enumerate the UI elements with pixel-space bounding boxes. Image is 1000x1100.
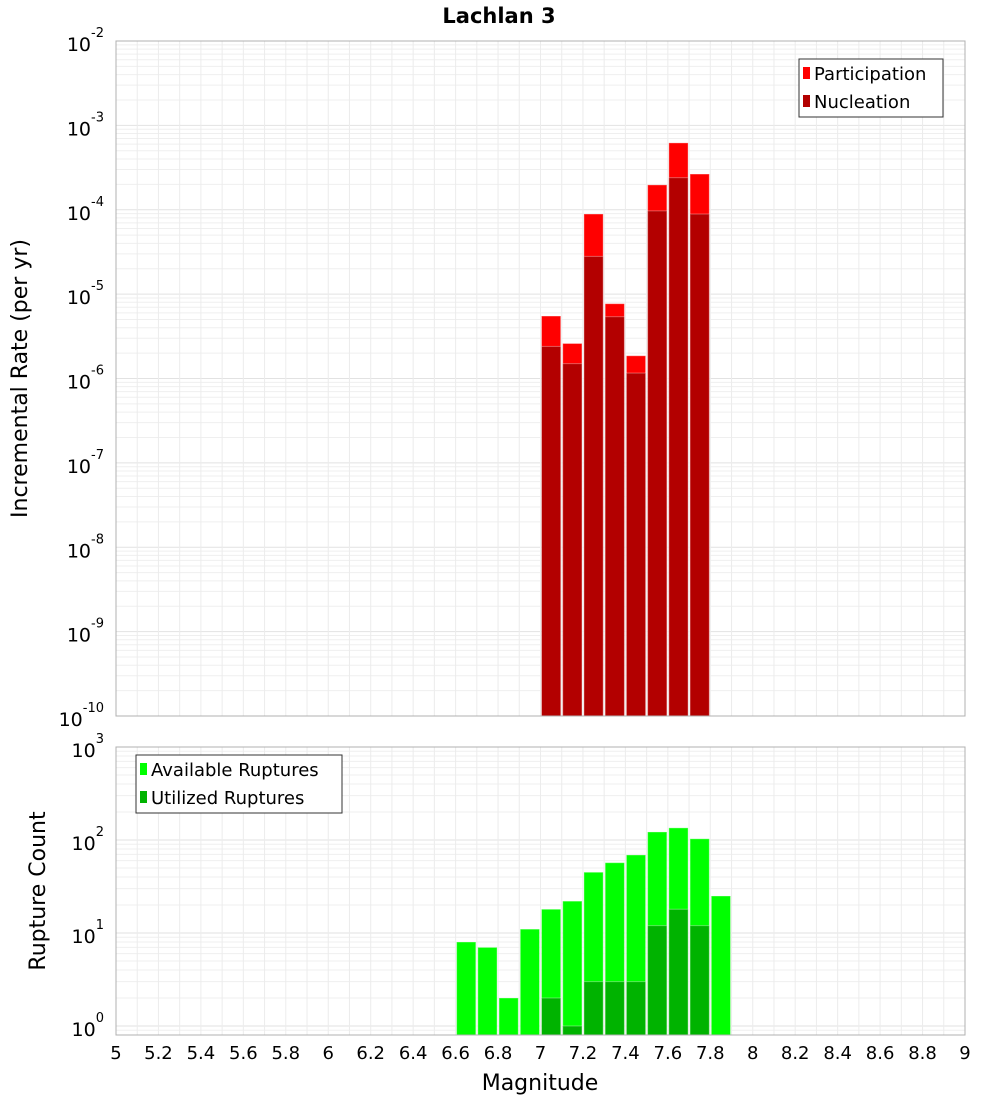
legend-label: Utilized Ruptures [151,788,304,809]
x-tick-label: 7.2 [569,1043,598,1064]
legend-swatch [140,791,147,803]
bar-available-ruptures [477,946,498,1036]
bar-available-ruptures [498,997,519,1036]
x-tick-label: 8.6 [866,1043,895,1064]
bar-utilized-ruptures [583,981,604,1036]
bar-nucleation [625,372,647,717]
y-tick-label: 10-3 [67,110,104,140]
bar-utilized-ruptures [647,925,668,1036]
incremental-rate-panel: 10-2 10-3 10-4 10-5 10-6 10-7 10-8 10-9 10-10 Inc… [8,26,966,731]
bar-nucleation [562,363,583,717]
bar-nucleation [647,210,668,717]
bar-available-ruptures [562,900,583,1036]
y-axis-label: Incremental Rate (per yr) [8,239,33,518]
legend-swatch [803,67,810,79]
bar-utilized-ruptures [625,981,647,1036]
x-tick-label: 8.2 [781,1043,810,1064]
y-tick-label: 10-10 [59,701,104,731]
bar-nucleation [668,177,689,717]
bar-available-ruptures [710,895,732,1036]
x-tick-label: 6 [323,1043,334,1064]
x-tick-label: 7 [535,1043,546,1064]
x-tick-label: 6.2 [356,1043,385,1064]
legend-swatch [140,763,147,775]
bar-utilized-ruptures [604,981,625,1036]
y-tick-label: 10-2 [67,26,104,56]
x-tick-label: 5.2 [144,1043,173,1064]
legend-box [798,58,944,118]
y-tick-label: 102 [72,825,104,855]
x-tick-label: 8.8 [908,1043,937,1064]
x-tick-label: 5.4 [187,1043,216,1064]
y-tick-label: 101 [72,918,104,948]
y-tick-label: 10-4 [67,195,104,225]
bar-available-ruptures [456,941,477,1036]
plot-frame [115,746,966,1036]
x-tick-label: 8 [747,1043,758,1064]
y-tick-label: 10-6 [67,364,104,394]
bar-available-ruptures [519,928,541,1036]
legend-label: Participation [814,64,926,85]
legend-box [135,754,343,814]
x-tick-label: 6.8 [484,1043,513,1064]
x-tick-label: 5.8 [271,1043,300,1064]
bar-utilized-ruptures [668,908,689,1036]
y-tick-label: 103 [72,732,104,762]
y-tick-label: 10-7 [67,448,104,478]
legend: Available Ruptures Utilized Ruptures [135,754,343,814]
x-tick-label: 7.4 [611,1043,640,1064]
bar-nucleation [689,213,710,717]
bar-nucleation [541,345,562,717]
bar-utilized-ruptures [562,1025,583,1036]
y-tick-label: 100 [72,1011,104,1041]
y-tick-label: 10-8 [67,532,104,562]
legend-label: Nucleation [814,92,910,113]
legend: Participation Nucleation [798,58,944,118]
legend-swatch [803,95,810,107]
bar-nucleation [604,316,625,717]
x-tick-label: 5 [110,1043,121,1064]
x-tick-label: 9 [959,1043,970,1064]
legend-label: Available Ruptures [151,760,319,781]
bar-utilized-ruptures [689,925,710,1036]
y-axis-label: Rupture Count [26,811,51,971]
x-tick-label: 6.6 [441,1043,470,1064]
x-tick-label: 6.4 [399,1043,428,1064]
y-tick-label: 10-9 [67,617,104,647]
x-axis-label: Magnitude [482,1071,599,1096]
x-tick-label: 7.6 [654,1043,683,1064]
x-tick-label: 8.4 [823,1043,852,1064]
chart-title: Lachlan 3 [442,4,555,28]
x-tick-label: 7.8 [696,1043,725,1064]
bar-nucleation [583,255,604,717]
y-tick-label: 10-5 [67,279,104,309]
rupture-count-panel: 103 102 101 100 Rupture Count Available Ruptu… [26,732,966,1041]
x-tick-label: 5.6 [229,1043,258,1064]
plot-frame [115,40,966,717]
bar-utilized-ruptures [541,997,562,1036]
